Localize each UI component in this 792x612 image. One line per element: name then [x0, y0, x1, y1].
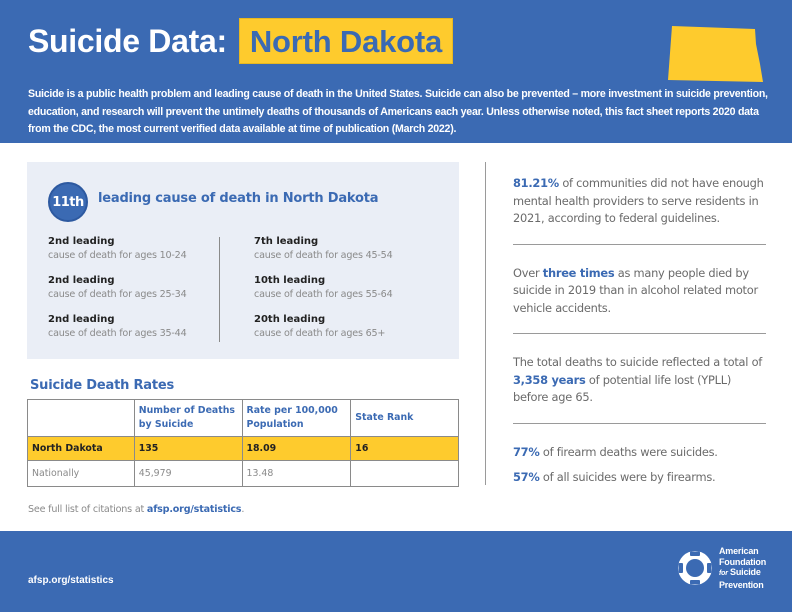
table-cell: 18.09 — [241, 436, 352, 461]
rank-badge: 11th — [48, 182, 88, 222]
table-header: Number of Deaths by Suicide — [133, 399, 243, 437]
death-rates-table: Number of Deaths by Suicide Rate per 100… — [27, 399, 459, 487]
page-title: Suicide Data: North Dakota — [28, 18, 454, 64]
table-row-nationally: Nationally 45,979 13.48 — [27, 460, 459, 487]
table-cell: Nationally — [27, 460, 135, 487]
fact-item: 57% of all suicides were by firearms. — [513, 470, 716, 484]
age-ranks-left: 2nd leading cause of death for ages 10-2… — [48, 235, 187, 352]
table-header: State Rank — [350, 399, 459, 437]
age-rank-item: 2nd leading cause of death for ages 10-2… — [48, 235, 187, 274]
citations-note: See full list of citations at afsp.org/s… — [28, 504, 244, 515]
leading-cause-title: leading cause of death in North Dakota — [98, 191, 379, 206]
logo-text: American Foundation for Suicide Preventi… — [719, 546, 766, 590]
footer-banner: afsp.org/statistics American Foundation … — [0, 531, 792, 612]
north-dakota-map-icon — [668, 26, 763, 82]
age-rank-item: 2nd leading cause of death for ages 35-4… — [48, 313, 187, 352]
rates-title: Suicide Death Rates — [30, 378, 175, 393]
age-rank-desc: cause of death for ages 55-64 — [254, 289, 393, 300]
age-rank-label: 7th leading — [254, 236, 319, 247]
life-ring-icon — [678, 551, 712, 585]
table-cell: North Dakota — [27, 436, 135, 461]
title-prefix: Suicide Data: — [28, 22, 227, 59]
header-banner: Suicide Data: North Dakota Suicide is a … — [0, 0, 792, 143]
leading-cause-panel: 11th leading cause of death in North Dak… — [27, 162, 459, 359]
citations-prefix: See full list of citations at — [28, 504, 147, 515]
intro-paragraph: Suicide is a public health problem and l… — [28, 88, 768, 135]
footer-link[interactable]: afsp.org/statistics — [28, 575, 114, 586]
age-rank-desc: cause of death for ages 45-54 — [254, 250, 393, 261]
fact-item: The total deaths to suicide reflected a … — [513, 355, 763, 404]
fact-item: Over three times as many people died by … — [513, 265, 758, 315]
table-cell: 13.48 — [241, 460, 352, 487]
age-rank-desc: cause of death for ages 65+ — [254, 328, 386, 339]
age-rank-desc: cause of death for ages 25-34 — [48, 289, 187, 300]
age-rank-label: 2nd leading — [48, 314, 115, 325]
age-rank-label: 2nd leading — [48, 236, 115, 247]
fact-divider — [513, 333, 766, 334]
age-rank-item: 7th leading cause of death for ages 45-5… — [254, 235, 393, 274]
age-rank-item: 20th leading cause of death for ages 65+ — [254, 313, 392, 352]
facts-column: 81.21% of communities did not have enoug… — [513, 175, 766, 487]
age-ranks-right: 7th leading cause of death for ages 45-5… — [254, 235, 393, 352]
age-rank-desc: cause of death for ages 35-44 — [48, 328, 187, 339]
fact-divider — [513, 243, 766, 245]
table-cell: 135 — [133, 436, 243, 461]
table-header — [27, 399, 135, 437]
age-rank-item: 2nd leading cause of death for ages 25-3… — [48, 274, 187, 313]
afsp-logo: American Foundation for Suicide Preventi… — [676, 546, 766, 590]
age-rank-label: 20th leading — [254, 314, 326, 325]
section-divider — [485, 162, 486, 485]
title-state: North Dakota — [238, 18, 454, 64]
age-rank-label: 2nd leading — [48, 275, 115, 286]
fact-divider — [513, 422, 766, 424]
age-rank-item: 10th leading cause of death for ages 55-… — [254, 274, 393, 313]
table-cell: 45,979 — [133, 460, 243, 487]
age-rank-label: 10th leading — [254, 275, 326, 286]
fact-item: 81.21% of communities did not have enoug… — [513, 176, 764, 225]
citations-suffix: . — [241, 504, 245, 515]
fact-item: 77% of firearm deaths were suicides. — [513, 444, 718, 459]
age-rank-desc: cause of death for ages 10-24 — [48, 250, 187, 261]
table-header-row: Number of Deaths by Suicide Rate per 100… — [27, 399, 459, 437]
citations-link[interactable]: afsp.org/statistics — [146, 504, 242, 515]
column-divider — [219, 237, 220, 342]
table-cell — [350, 460, 459, 487]
table-row-north-dakota: North Dakota 135 18.09 16 — [27, 436, 459, 461]
table-header: Rate per 100,000 Population — [241, 399, 352, 437]
table-cell: 16 — [350, 436, 459, 461]
